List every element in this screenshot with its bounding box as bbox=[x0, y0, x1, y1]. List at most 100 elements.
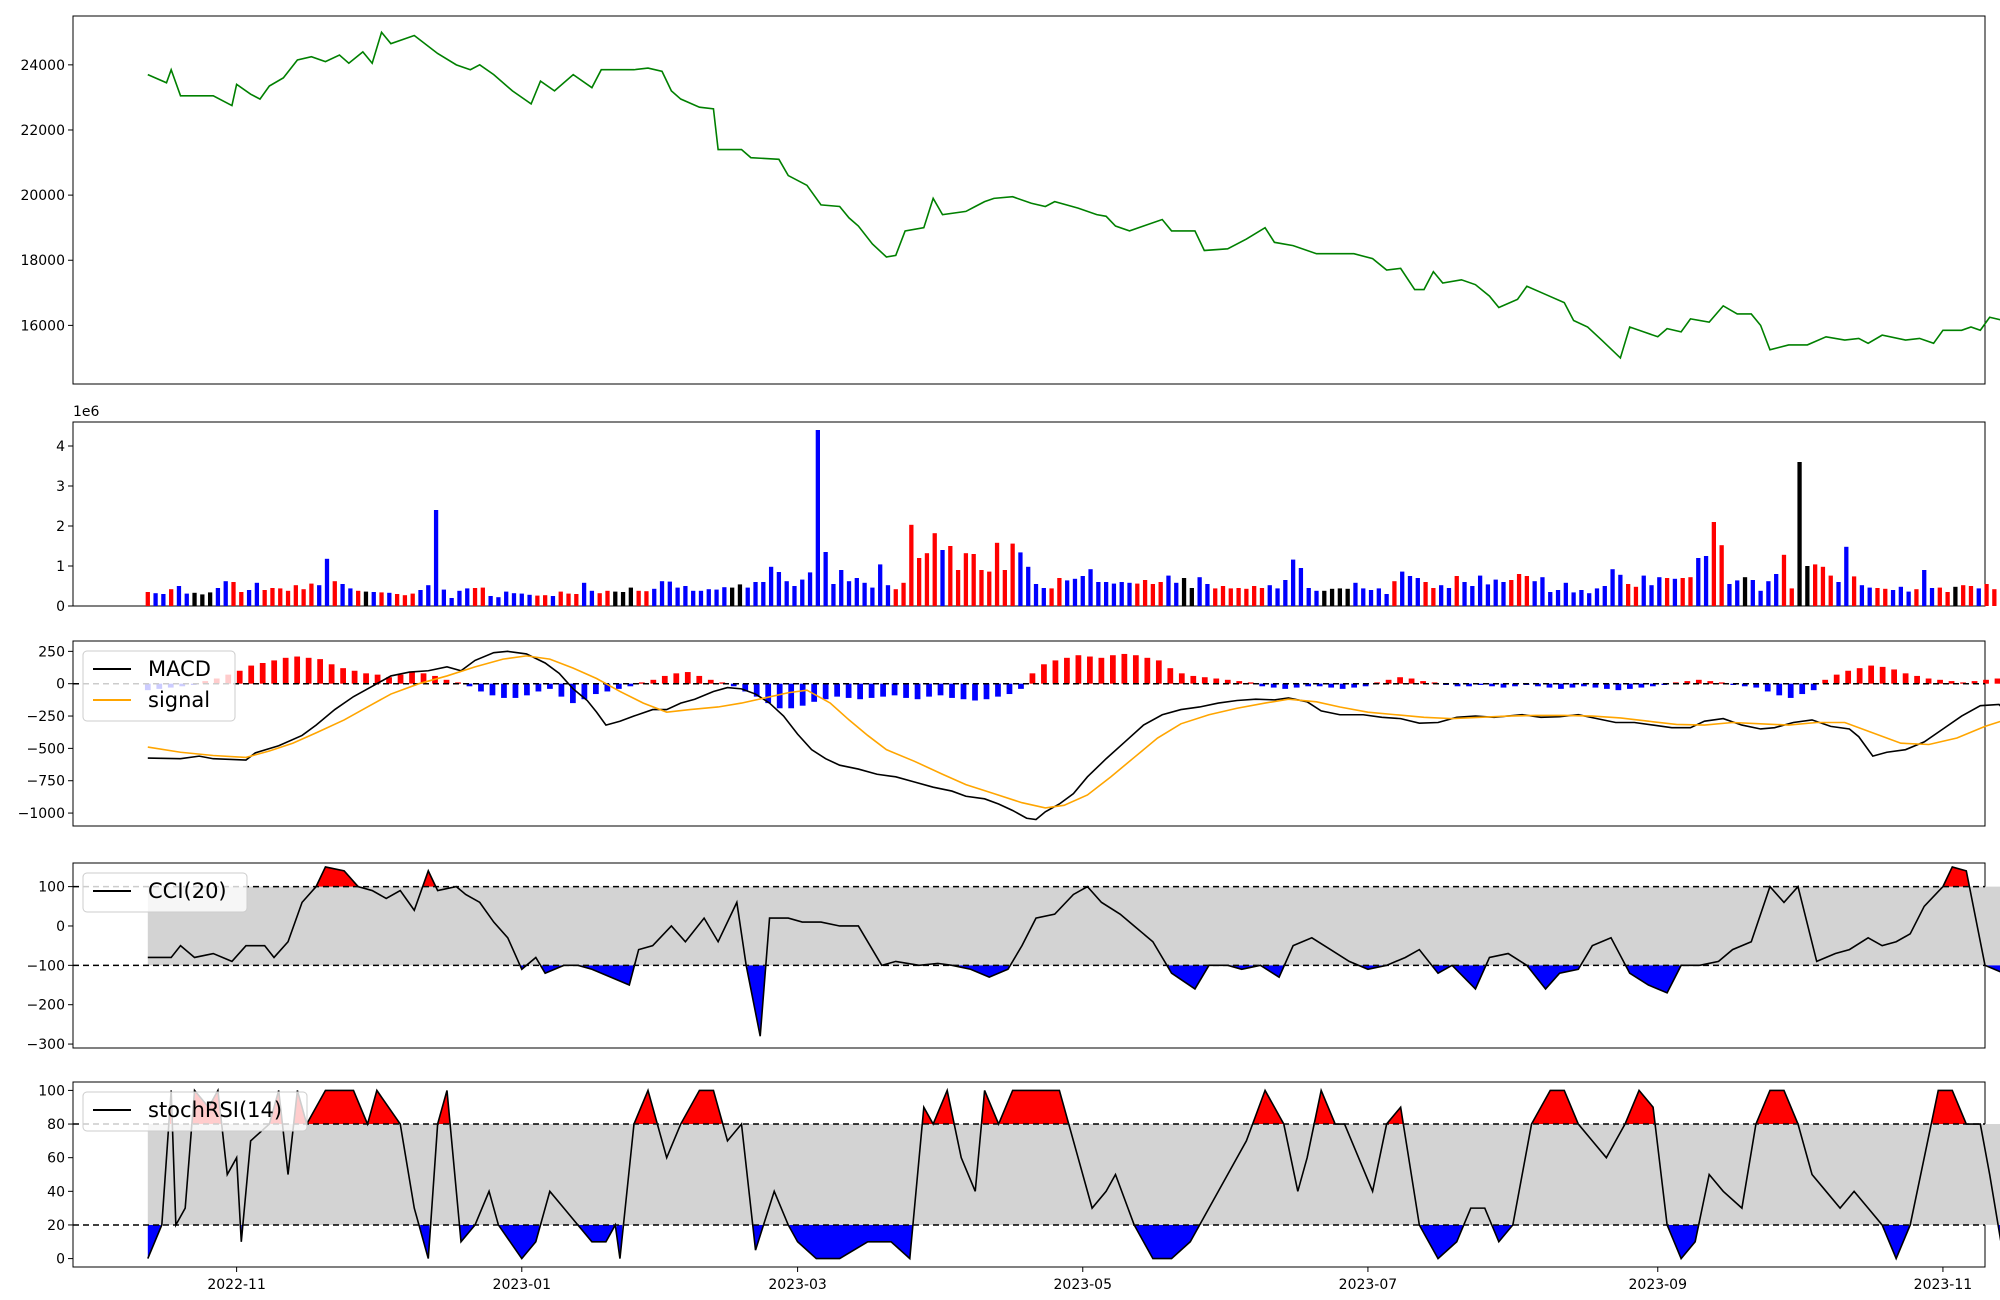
volume-bar bbox=[644, 591, 649, 606]
volume-bar bbox=[1820, 566, 1826, 606]
volume-bar bbox=[870, 587, 875, 606]
macd-panel: −1000 −750 −500 −250 0 250 MACD signal bbox=[18, 640, 2000, 827]
volume-bar bbox=[324, 558, 330, 606]
macd-histogram-bar bbox=[1799, 683, 1806, 695]
volume-bar bbox=[535, 595, 540, 606]
volume-bar bbox=[1415, 578, 1420, 606]
macd-histogram-bar bbox=[1351, 683, 1358, 688]
volume-bar bbox=[948, 546, 953, 606]
stochrsi-oversold-fill bbox=[1420, 1224, 1463, 1259]
volume-bar bbox=[309, 583, 314, 606]
volume-bar bbox=[348, 588, 353, 606]
macd-histogram-bar bbox=[903, 683, 909, 698]
volume-bar bbox=[192, 592, 197, 606]
macd-histogram-bar bbox=[397, 674, 404, 684]
macd-histogram-bar bbox=[1787, 683, 1794, 698]
macd-histogram-bar bbox=[1075, 655, 1082, 684]
macd-histogram-bar bbox=[351, 670, 358, 684]
macd-histogram-bar bbox=[1581, 683, 1587, 687]
volume-bar bbox=[800, 579, 805, 606]
volume-bar bbox=[1626, 584, 1631, 606]
volume-bar bbox=[1851, 576, 1857, 606]
macd-histogram-bar bbox=[914, 683, 921, 700]
volume-bar bbox=[1103, 582, 1109, 606]
volume-bar bbox=[1657, 577, 1662, 606]
stochrsi-overbought-fill bbox=[922, 1107, 932, 1125]
legend-label: signal bbox=[148, 688, 210, 712]
volume-bar bbox=[293, 585, 298, 606]
volume-bar bbox=[200, 594, 205, 606]
stochrsi-oversold-fill bbox=[499, 1224, 540, 1259]
axes-frame bbox=[72, 15, 1986, 385]
macd-histogram-bar bbox=[1891, 669, 1897, 684]
cci-overbought-fill bbox=[317, 866, 357, 887]
macd-histogram-bar bbox=[742, 683, 749, 692]
macd-histogram-bar bbox=[1316, 683, 1323, 687]
cci-panel: −300 −200 −100 0 100 CCI(20) bbox=[27, 862, 2000, 1053]
stochrsi-line bbox=[147, 1087, 2000, 1261]
volume-bar bbox=[1384, 594, 1389, 606]
volume-bar bbox=[1166, 575, 1171, 606]
stochrsi-overbought-fill bbox=[999, 1090, 1068, 1125]
x-tick-label: 2023-03 bbox=[768, 1277, 827, 1293]
legend-label: stochRSI(14) bbox=[148, 1098, 282, 1122]
macd-histogram-bar bbox=[1695, 679, 1702, 684]
y-tick-label: 4 bbox=[56, 439, 65, 455]
macd-histogram-bar bbox=[1224, 679, 1231, 684]
macd-histogram-bar bbox=[1466, 683, 1472, 687]
macd-histogram-bar bbox=[1741, 683, 1748, 687]
axes-frame bbox=[72, 640, 1986, 827]
volume-bar bbox=[153, 593, 158, 606]
volume-bar bbox=[1127, 582, 1132, 606]
legend-label: MACD bbox=[148, 657, 211, 681]
volume-bar bbox=[1540, 577, 1545, 606]
volume-bar bbox=[1618, 574, 1623, 606]
volume-bar bbox=[620, 592, 626, 606]
volume-bar bbox=[441, 589, 447, 606]
volume-bar bbox=[1976, 588, 1981, 606]
volume-bar bbox=[511, 593, 517, 606]
x-tick-label: 2023-09 bbox=[1629, 1277, 1688, 1293]
macd-histogram-bar bbox=[1627, 683, 1633, 689]
macd-histogram-bar bbox=[271, 660, 278, 684]
macd-histogram-bar bbox=[570, 683, 576, 704]
volume-bar bbox=[379, 592, 384, 606]
macd-histogram-bar bbox=[1201, 677, 1208, 684]
y-tick-label: 16000 bbox=[20, 318, 65, 334]
volume-bar bbox=[1672, 578, 1678, 606]
macd-histogram-bar bbox=[248, 665, 255, 684]
volume-bar bbox=[1758, 590, 1763, 606]
volume-bar bbox=[823, 552, 828, 606]
volume-bar bbox=[1096, 582, 1101, 606]
macd-histogram-bar bbox=[1155, 660, 1162, 684]
legend-box bbox=[82, 1091, 308, 1132]
volume-bar bbox=[1992, 589, 1997, 606]
macd-histogram-bar bbox=[489, 683, 496, 696]
volume-bar bbox=[683, 586, 688, 606]
volume-bar bbox=[161, 594, 166, 606]
macd-histogram-bar bbox=[501, 683, 507, 698]
macd-histogram-bar bbox=[983, 683, 990, 700]
y-tick-label: 250 bbox=[38, 644, 65, 660]
macd-histogram-bar bbox=[937, 683, 944, 696]
macd-histogram-bar bbox=[1305, 683, 1312, 687]
macd-histogram-bar bbox=[1879, 666, 1886, 684]
volume-bar bbox=[1781, 554, 1787, 606]
volume-bar bbox=[737, 584, 743, 606]
macd-histogram-bar bbox=[1500, 683, 1507, 688]
macd-histogram-bar bbox=[1937, 679, 1943, 684]
volume-bar bbox=[1703, 556, 1709, 606]
cci-oversold-fill bbox=[1626, 965, 1680, 993]
volume-bar bbox=[215, 588, 221, 606]
stochrsi-oversold-fill bbox=[1135, 1224, 1199, 1259]
volume-bar bbox=[768, 566, 774, 606]
volume-bar bbox=[387, 592, 392, 606]
volume-bar bbox=[1337, 588, 1343, 606]
x-tick-label: 2022-11 bbox=[207, 1277, 266, 1293]
cci-oversold-fill bbox=[1453, 965, 1485, 989]
volume-bar bbox=[1968, 586, 1974, 606]
volume-bar bbox=[831, 584, 836, 606]
volume-bar bbox=[1072, 578, 1078, 606]
volume-bar bbox=[527, 594, 532, 606]
macd-histogram-bar bbox=[1167, 668, 1174, 684]
